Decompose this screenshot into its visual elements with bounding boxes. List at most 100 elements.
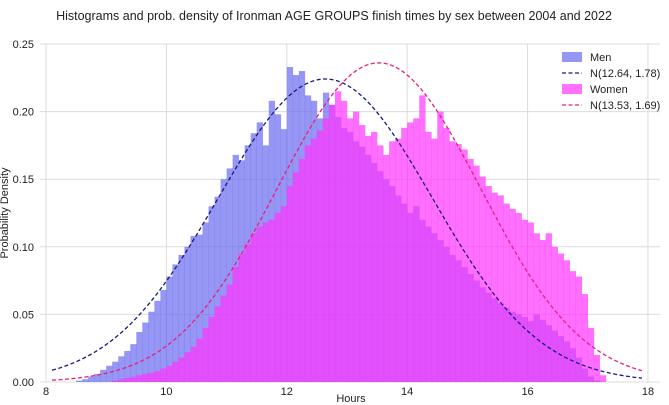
histogram-bar (178, 254, 185, 382)
legend: Men N(12.64, 1.78) Women N(13.53, 1.69) (562, 52, 660, 112)
histogram-bar (383, 154, 390, 382)
y-tick-label: 0.10 (13, 242, 34, 254)
density-curve-2 (52, 62, 643, 381)
x-tick-label: 16 (521, 386, 533, 398)
histogram-bar (304, 145, 312, 382)
histogram-bar (124, 377, 131, 382)
histogram-bar (274, 213, 282, 382)
histogram-bar (316, 130, 324, 382)
histogram-bar (166, 276, 173, 382)
histogram-bar (563, 260, 571, 382)
histogram-bar (461, 149, 468, 382)
histogram-bar (250, 233, 257, 382)
histogram-bar (136, 375, 143, 382)
histogram-bar (587, 327, 595, 382)
histogram-bar (425, 131, 432, 382)
histogram-bar (467, 158, 474, 382)
histogram-bar (130, 376, 137, 382)
legend-swatch (562, 52, 582, 62)
histogram-bar (136, 331, 143, 382)
histogram-bar (184, 352, 191, 382)
histogram-bar (292, 172, 300, 382)
axis-ticks: 0.00 0.05 0.10 0.15 0.20 0.25 8 10 12 14 16 18 (13, 39, 655, 398)
histogram-bar (377, 145, 384, 382)
histogram-bar (575, 276, 583, 382)
histogram-bar (112, 361, 119, 382)
histogram-bar (346, 118, 354, 383)
histogram-bar (172, 264, 179, 382)
legend-swatch (562, 84, 582, 94)
histogram-bar (196, 234, 203, 382)
histogram-bar (82, 379, 89, 382)
histogram-bar (178, 357, 185, 382)
histogram-bar (184, 246, 191, 382)
histogram-bar (112, 380, 119, 382)
histogram-bar (220, 295, 227, 382)
histogram-bars (76, 66, 607, 383)
histogram-bar (509, 208, 516, 382)
histogram-bar (208, 206, 215, 382)
histogram-bar (581, 294, 589, 382)
histogram-bar (262, 222, 270, 382)
histogram-bar (76, 380, 83, 382)
histogram-women (112, 91, 607, 383)
histogram-bar (443, 127, 450, 382)
histogram-bar (286, 185, 294, 382)
histogram-bar (202, 222, 209, 382)
legend-label: N(12.64, 1.78) (590, 68, 660, 80)
histogram-bar (160, 368, 167, 382)
histogram-bar (142, 373, 149, 382)
histogram-bar (533, 233, 540, 382)
histogram-bar (214, 196, 221, 382)
histogram-bar (130, 344, 137, 382)
legend-label: Men (590, 52, 611, 64)
histogram-bar (100, 369, 107, 382)
histogram-bar (599, 375, 607, 382)
histogram-bar (413, 118, 420, 383)
y-tick-label: 0.20 (13, 107, 34, 119)
legend-label: Women (590, 84, 628, 96)
histogram-bar (545, 233, 552, 382)
histogram-bar (118, 356, 125, 382)
histogram-bar (521, 219, 528, 382)
legend-label: N(13.53, 1.69) (590, 100, 660, 112)
y-tick-label: 0.00 (13, 377, 34, 389)
histogram-bar (220, 179, 227, 382)
histogram-bar (160, 290, 167, 382)
x-axis-label: Hours (336, 393, 366, 405)
histogram-bar (256, 226, 264, 382)
histogram-bar (280, 206, 288, 382)
histogram-bar (214, 306, 221, 382)
chart-title: Histograms and prob. density of Ironman … (56, 9, 612, 23)
histogram-bar (172, 361, 179, 382)
histogram-bar (437, 111, 444, 382)
x-tick-label: 8 (43, 386, 49, 398)
histogram-bar (124, 350, 131, 382)
histogram-bar (551, 246, 558, 382)
histogram-bar (190, 235, 197, 382)
histogram-bar (238, 253, 245, 382)
histogram-bar (515, 213, 522, 382)
histogram-bar (334, 91, 342, 382)
histogram-bar (503, 203, 510, 382)
histogram-bar (389, 141, 396, 382)
y-tick-label: 0.05 (13, 309, 34, 321)
histogram-bar (154, 300, 161, 382)
histogram-bar (527, 222, 534, 382)
histogram-bar (340, 100, 348, 382)
histogram-bar (485, 185, 492, 382)
histogram-bar (371, 131, 378, 382)
histogram-bar (148, 372, 155, 382)
histogram-bar (328, 104, 336, 382)
histogram-bar (208, 317, 215, 382)
density-curve-1 (51, 78, 643, 379)
x-tick-label: 14 (401, 386, 413, 398)
histogram-bar (298, 158, 306, 382)
histogram-bar (142, 322, 149, 382)
histogram-bar (154, 371, 161, 382)
histogram-bar (166, 365, 173, 382)
histogram-bar (148, 311, 155, 382)
histogram-bar (401, 127, 408, 382)
histogram-bar (593, 354, 601, 382)
